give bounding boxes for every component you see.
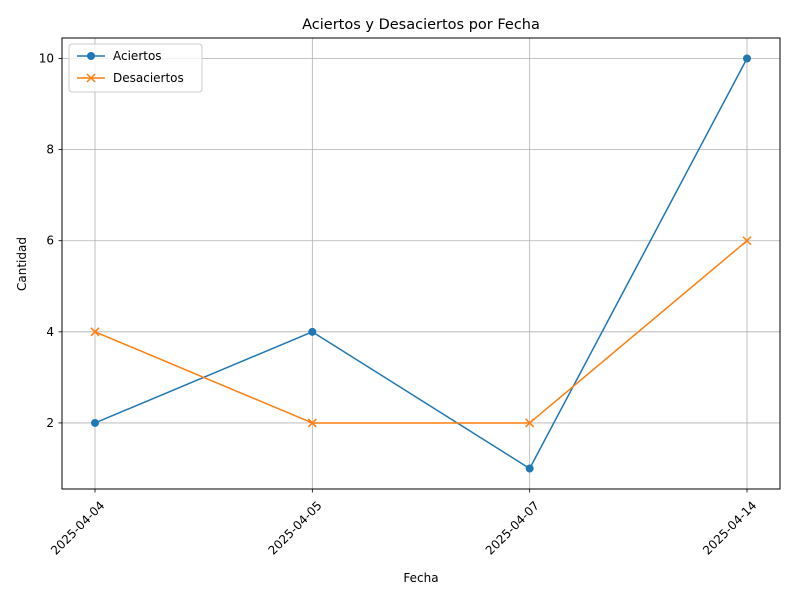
- chart-title: Aciertos y Desaciertos por Fecha: [302, 17, 540, 33]
- y-tick-label: 6: [46, 234, 54, 248]
- grid-lines: [62, 38, 780, 489]
- data-point: [307, 418, 317, 428]
- x-tick-label: 2025-04-14: [700, 498, 759, 557]
- legend-label: Aciertos: [113, 49, 162, 63]
- series-line: [94, 240, 748, 424]
- y-tick-label: 10: [39, 52, 54, 66]
- legend-label: Desaciertos: [113, 71, 184, 85]
- series-desaciertos: [90, 236, 752, 428]
- series-lines: [90, 54, 752, 473]
- series-aciertos: [91, 54, 751, 473]
- x-tick-label: 2025-04-04: [48, 498, 107, 557]
- y-tick-label: 4: [46, 325, 54, 339]
- legend: Aciertos Desaciertos: [68, 43, 203, 93]
- axes: [61, 37, 781, 490]
- legend-item: Desaciertos: [77, 71, 184, 85]
- x-tick-label: 2025-04-05: [265, 498, 324, 557]
- plot-area-frame: [61, 37, 781, 490]
- x-axis-title: Fecha: [403, 571, 438, 585]
- data-point: [742, 236, 752, 246]
- y-tick-label: 2: [46, 416, 54, 430]
- data-point: [525, 464, 534, 473]
- data-point: [90, 327, 100, 337]
- data-point: [91, 418, 99, 427]
- legend-marker: [86, 73, 96, 83]
- data-point: [525, 418, 535, 428]
- data-point: [743, 54, 751, 63]
- x-axis-ticks: 2025-04-04 2025-04-05 2025-04-07 2025-04-14: [48, 489, 759, 558]
- y-tick-label: 8: [46, 143, 54, 157]
- x-tick-label: 2025-04-07: [483, 498, 542, 557]
- data-point: [308, 327, 317, 336]
- legend-item: Aciertos: [77, 49, 162, 63]
- y-axis-title: Cantidad: [15, 237, 29, 291]
- series-line: [94, 58, 748, 470]
- legend-marker: [87, 52, 95, 60]
- y-axis-ticks: 2 4 6 8 10: [39, 52, 62, 430]
